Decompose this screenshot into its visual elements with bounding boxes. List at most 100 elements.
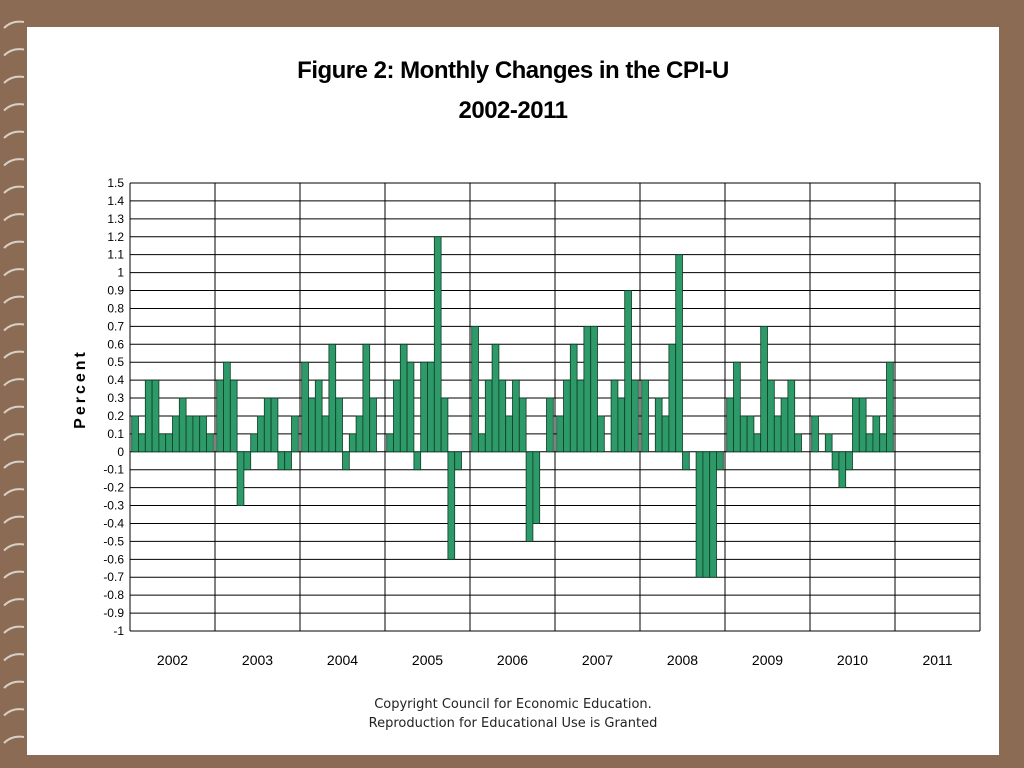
bar (158, 433, 167, 453)
y-tick-label: 1.3 (107, 212, 124, 226)
y-tick-label: -0.7 (103, 570, 124, 584)
binding-ring (3, 268, 25, 277)
bar (583, 325, 592, 453)
y-tick-label: 1.1 (107, 248, 124, 262)
bar (661, 415, 670, 453)
y-tick-label: -1 (113, 624, 124, 638)
binding-ring (3, 378, 25, 387)
bar (471, 325, 479, 453)
bar (263, 397, 272, 453)
bar (399, 343, 408, 453)
bar (284, 451, 292, 471)
bar (739, 415, 748, 453)
bar (348, 433, 357, 453)
binding-ring (3, 158, 25, 167)
bar (185, 415, 194, 453)
y-tick-label: -0.8 (103, 588, 124, 602)
bar (518, 397, 527, 453)
binding-ring (3, 185, 25, 194)
y-tick-label: -0.9 (103, 606, 124, 620)
x-tick-label: 2002 (157, 652, 188, 668)
bar (780, 397, 789, 453)
bar (447, 451, 456, 560)
binding-ring (3, 20, 25, 29)
bar (811, 415, 819, 453)
binding-ring (3, 680, 25, 689)
bar (165, 433, 173, 453)
bar (413, 451, 422, 471)
bar (138, 433, 146, 453)
bar (852, 397, 860, 453)
x-tick-label: 2006 (497, 652, 528, 668)
bar (767, 379, 775, 453)
bar (525, 451, 534, 542)
binding-ring (3, 625, 25, 634)
binding-ring (3, 323, 25, 332)
chart-subtitle: 2002-2011 (458, 97, 568, 124)
binding-ring (3, 240, 25, 249)
bar (291, 415, 299, 453)
y-tick-label: 1.2 (107, 230, 124, 244)
bar (151, 379, 160, 453)
bar (427, 361, 435, 453)
y-tick-label: 0 (117, 445, 124, 459)
y-tick-label: 0.7 (107, 319, 124, 333)
bar (314, 379, 323, 453)
y-tick-label: 0.9 (107, 284, 124, 298)
binding-ring (3, 653, 25, 662)
binding-ring (3, 543, 25, 552)
bar (569, 343, 578, 453)
bar (787, 379, 796, 453)
bar (335, 397, 343, 453)
bar (532, 451, 541, 524)
y-tick-label: 0.3 (107, 391, 124, 405)
bar (172, 415, 180, 453)
bar (192, 415, 201, 453)
y-tick-label: -0.3 (103, 499, 124, 513)
binding-ring (3, 488, 25, 497)
y-tick-label: 0.5 (107, 355, 124, 369)
y-tick-label: 0.2 (107, 409, 124, 423)
bar (321, 415, 330, 453)
x-tick-label: 2010 (837, 652, 868, 668)
bar (454, 451, 462, 471)
bar (563, 379, 571, 453)
bar (512, 379, 520, 453)
slide: Figure 2: Monthly Changes in the CPI-U 2… (27, 27, 999, 755)
binding-ring (3, 350, 25, 359)
bar (610, 379, 619, 453)
bar (369, 397, 377, 453)
binding-ring (3, 433, 25, 442)
bar (206, 433, 214, 453)
y-tick-label: -0.2 (103, 481, 124, 495)
bar (144, 379, 153, 453)
bar (773, 415, 782, 453)
bar (229, 379, 238, 453)
bar (879, 433, 887, 453)
bar (236, 451, 245, 506)
y-tick-label: -0.6 (103, 552, 124, 566)
bar (716, 451, 724, 471)
bar (498, 379, 507, 453)
bar (794, 433, 802, 453)
bar (386, 433, 394, 453)
bar (491, 343, 500, 453)
bar (131, 415, 139, 453)
bar (270, 397, 279, 453)
y-tick-label: 0.6 (107, 337, 124, 351)
bar (824, 433, 833, 453)
bar (641, 379, 649, 453)
y-tick-label: 0.1 (107, 427, 124, 441)
bar (746, 415, 755, 453)
x-tick-label: 2009 (752, 652, 783, 668)
y-axis-label: Percent (72, 349, 89, 429)
bar (216, 379, 224, 453)
x-tick-label: 2005 (412, 652, 443, 668)
y-tick-label: 0.4 (107, 373, 124, 387)
bar (546, 397, 554, 453)
x-tick-label: 2004 (327, 652, 358, 668)
bar (753, 433, 762, 453)
bar (675, 254, 683, 453)
binding-ring (3, 405, 25, 414)
binding-ring (3, 735, 25, 744)
